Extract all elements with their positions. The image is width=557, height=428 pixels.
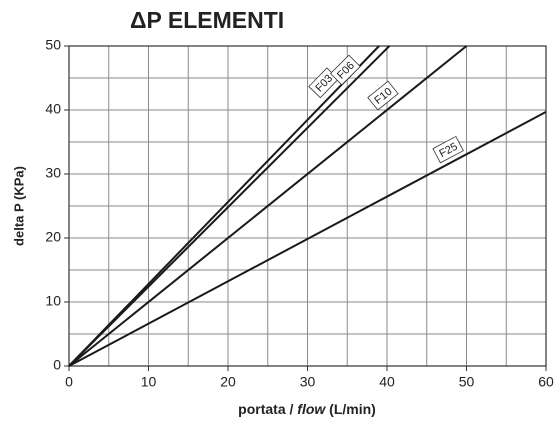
x-tick-label: 10 [141,374,157,390]
x-tick-label: 30 [300,374,316,390]
x-label-part: portata / [238,401,297,417]
y-tick-label: 40 [45,101,61,117]
label-box [367,80,399,111]
plot-frame [68,45,547,367]
x-label-part: (L/min) [325,401,376,417]
x-tick-label: 40 [379,374,395,390]
label-box [432,135,464,164]
y-tick-label: 30 [45,165,61,181]
chart-title: ΔP ELEMENTI [130,7,284,33]
line [68,45,468,367]
y-axis-label: delta P (KPa) [11,166,26,246]
y-tick-label: 10 [45,293,61,309]
x-axis-label: portata / flow (L/min) [238,401,376,417]
label-box [329,54,361,86]
y-tick-label: 50 [45,37,61,53]
series-label: F25 [432,135,464,164]
x-tick-label: 20 [220,374,236,390]
line [68,111,547,367]
x-tick-label: 50 [459,374,475,390]
y-tick-label: 0 [53,357,61,373]
line [68,45,391,367]
x-tick-label: 60 [538,374,554,390]
x-tick-label: 0 [65,374,73,390]
line [68,45,380,367]
y-tick-label: 20 [45,229,61,245]
x-label-part: flow [297,401,326,417]
